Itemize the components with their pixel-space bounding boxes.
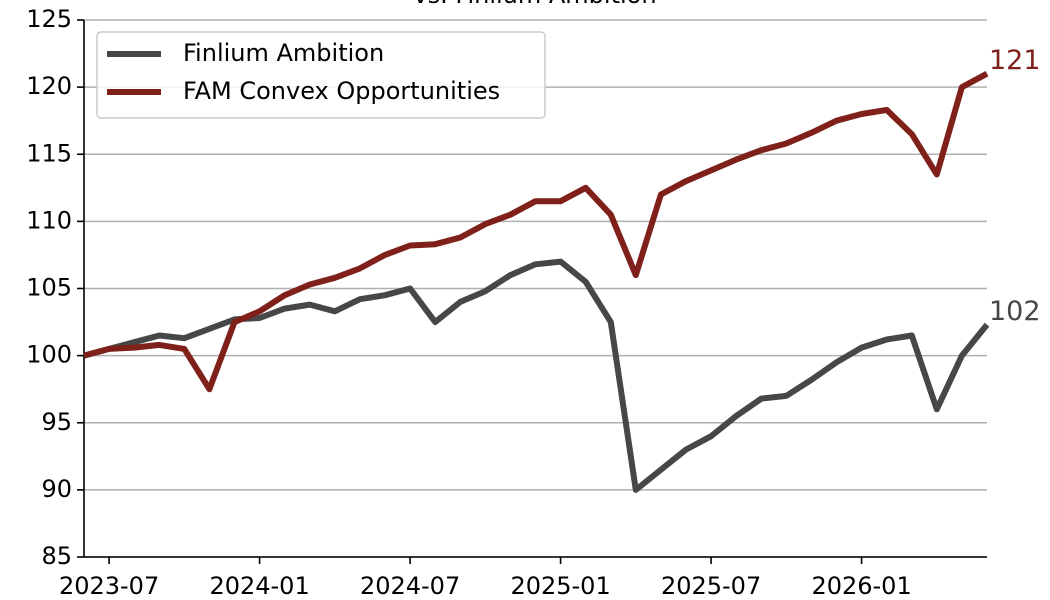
series-line (83, 71, 989, 393)
legend-box (96, 31, 546, 119)
y-tick-label: 100 (26, 341, 72, 369)
x-tick-label: 2024-01 (209, 572, 309, 600)
y-tick-label: 105 (26, 274, 72, 302)
end-label: 102 (989, 296, 1041, 327)
chart-title: vs. Finlium Ambition (413, 0, 656, 9)
y-tick-label: 90 (41, 475, 72, 503)
y-tick-label: 85 (41, 542, 72, 570)
y-tick-label: 115 (26, 139, 72, 167)
legend-label: Finlium Ambition (183, 39, 384, 67)
x-tick-label: 2023-07 (59, 572, 159, 600)
legend: Finlium Ambition FAM Convex Opportunities (96, 31, 546, 119)
x-tick-label: 2024-07 (360, 572, 460, 600)
y-tick-label: 95 (41, 408, 72, 436)
y-tick-label: 110 (26, 206, 72, 234)
y-tick-label: 120 (26, 72, 72, 100)
end-label: 121 (989, 45, 1041, 76)
y-tick-label: 125 (26, 5, 72, 33)
x-tick-label: 2025-01 (510, 572, 610, 600)
x-tick-label: 2026-01 (811, 572, 911, 600)
x-tick-label: 2025-07 (661, 572, 761, 600)
legend-label: FAM Convex Opportunities (183, 77, 500, 105)
series-line (83, 258, 990, 493)
